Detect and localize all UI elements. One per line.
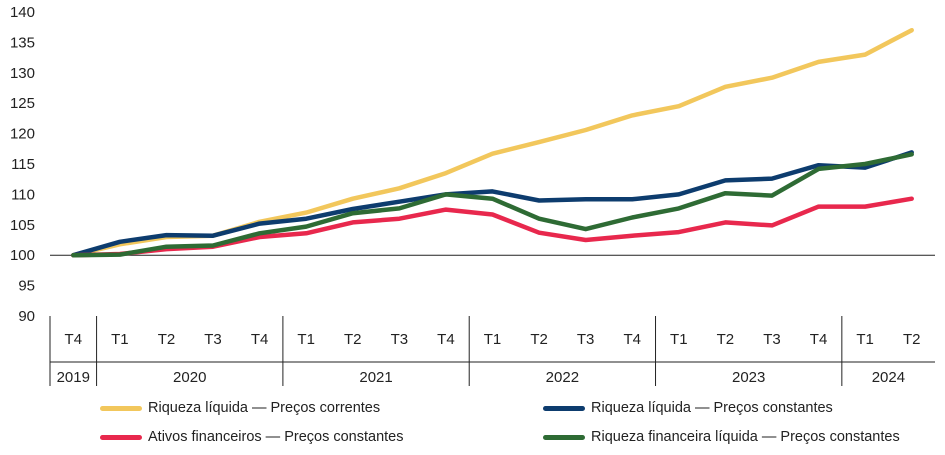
x-tick-label: T2 [158, 331, 176, 348]
y-tick-label: 110 [11, 186, 35, 203]
x-tick-label: T1 [856, 331, 874, 348]
year-label: 2021 [359, 369, 392, 386]
legend-item: Riqueza líquida — Preços correntes [100, 400, 380, 416]
y-tick-label: 130 [10, 65, 35, 82]
y-tick-label: 90 [18, 308, 35, 325]
chart-legend: Riqueza líquida — Preços correntes Rique… [0, 396, 945, 455]
year-label: 2023 [732, 369, 765, 386]
year-label: 2019 [57, 369, 90, 386]
legend-label: Riqueza financeira líquida — Preços cons… [591, 429, 900, 445]
y-tick-label: 135 [10, 34, 35, 51]
legend-item: Riqueza financeira líquida — Preços cons… [543, 429, 900, 445]
x-tick-label: T3 [204, 331, 222, 348]
legend-label: Riqueza líquida — Preços correntes [148, 400, 381, 416]
y-tick-label: 140 [10, 4, 35, 21]
y-tick-label: 100 [10, 247, 35, 264]
y-tick-label: 95 [18, 278, 35, 295]
legend-swatch [100, 405, 142, 411]
x-tick-label: T3 [763, 331, 781, 348]
x-tick-label: T3 [577, 331, 595, 348]
legend-label: Riqueza líquida — Preços constantes [591, 400, 833, 416]
legend-item: Ativos financeiros — Preços constantes [100, 429, 403, 445]
legend-item: Riqueza líquida — Preços constantes [543, 400, 833, 416]
y-tick-label: 120 [10, 126, 35, 143]
x-tick-label: T4 [65, 331, 83, 348]
legend-swatch [100, 434, 142, 440]
legend-swatch [543, 405, 585, 411]
x-tick-label: T4 [623, 331, 641, 348]
y-tick-label: 125 [10, 95, 35, 112]
line-chart: 90 95 100 105 110 115 120 125 130 135 140 T4 T1 T2 T3 T… [10, 4, 935, 386]
legend-label: Ativos financeiros — Preços constantes [148, 429, 404, 445]
x-tick-label: T1 [297, 331, 315, 348]
x-tick-label: T4 [810, 331, 828, 348]
x-tick-label: T1 [670, 331, 688, 348]
series-line [71, 152, 914, 258]
x-tick-label: T4 [437, 331, 455, 348]
year-label: 2022 [546, 369, 579, 386]
x-tick-label: T2 [530, 331, 548, 348]
y-tick-label: 105 [10, 217, 35, 234]
x-tick-label: T4 [251, 331, 269, 348]
year-label: 2020 [173, 369, 206, 386]
x-tick-label: T1 [484, 331, 502, 348]
series-line [71, 150, 914, 258]
x-tick-label: T2 [903, 331, 921, 348]
x-tick-label: T2 [717, 331, 735, 348]
y-tick-label: 115 [11, 156, 35, 173]
year-label: 2024 [872, 369, 905, 386]
x-tick-label: T1 [111, 331, 129, 348]
legend-swatch [543, 434, 585, 440]
x-tick-label: T3 [391, 331, 409, 348]
x-tick-label: T2 [344, 331, 362, 348]
